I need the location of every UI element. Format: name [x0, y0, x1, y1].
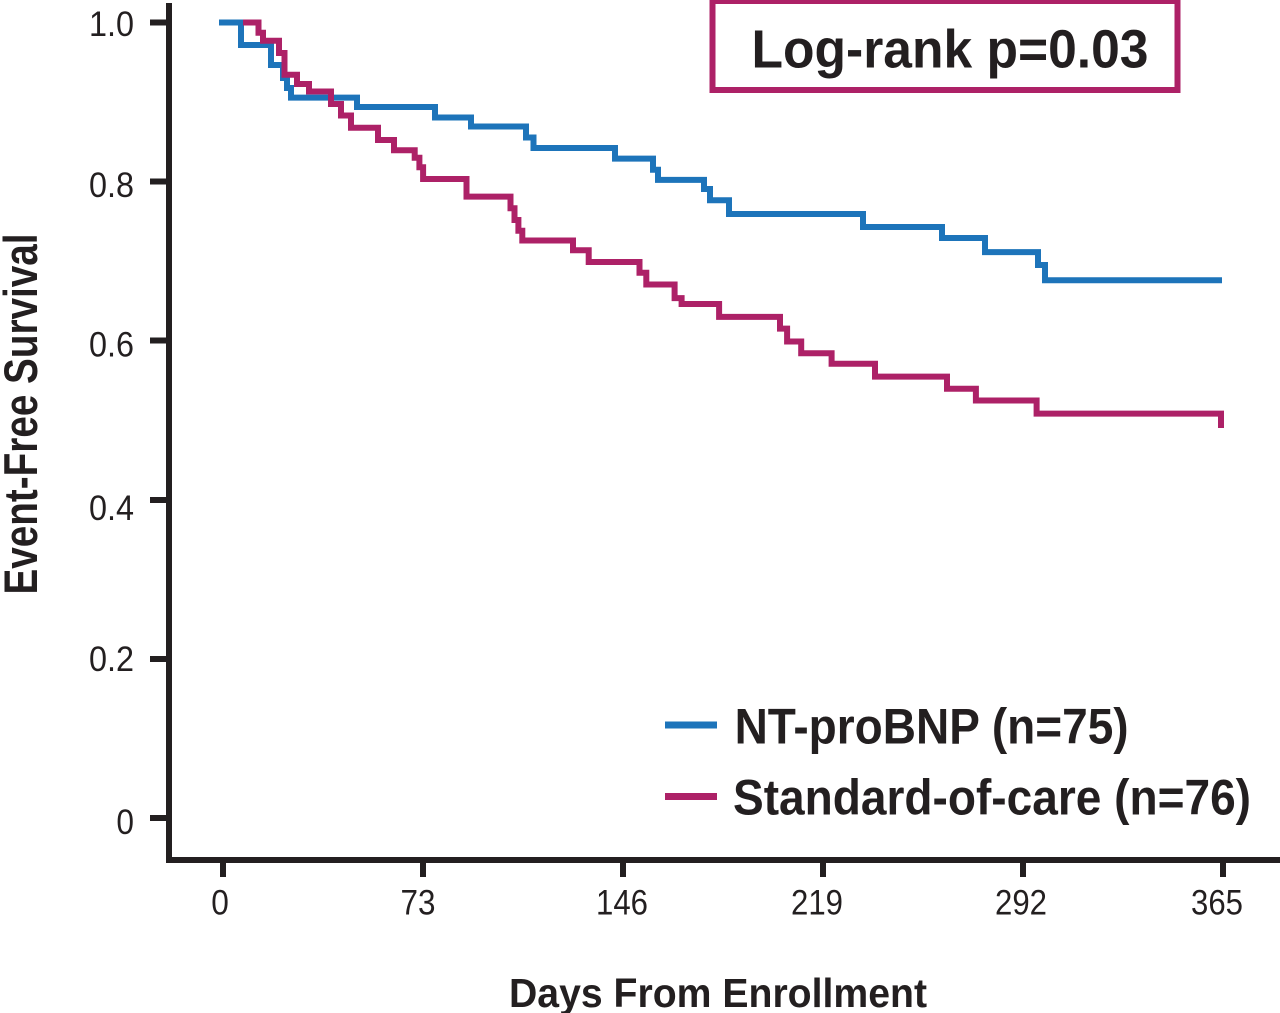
svg-text:0.6: 0.6 [89, 326, 134, 365]
svg-text:1.0: 1.0 [89, 5, 134, 44]
svg-text:NT-proBNP (n=75): NT-proBNP (n=75) [735, 698, 1129, 754]
svg-text:0.8: 0.8 [89, 166, 134, 205]
svg-text:0.2: 0.2 [89, 640, 134, 679]
svg-text:Days From Enrollment: Days From Enrollment [509, 970, 927, 1013]
svg-text:219: 219 [791, 884, 843, 923]
svg-text:Event-Free Survival: Event-Free Survival [0, 234, 47, 595]
svg-text:0.4: 0.4 [89, 489, 134, 528]
svg-text:73: 73 [401, 884, 436, 923]
svg-text:Log-rank p=0.03: Log-rank p=0.03 [752, 20, 1149, 80]
svg-text:0: 0 [116, 803, 134, 842]
svg-text:292: 292 [995, 884, 1047, 923]
svg-text:Standard-of-care (n=76): Standard-of-care (n=76) [733, 770, 1251, 826]
svg-text:365: 365 [1191, 884, 1243, 923]
svg-text:146: 146 [596, 884, 648, 923]
svg-text:0: 0 [211, 884, 229, 923]
